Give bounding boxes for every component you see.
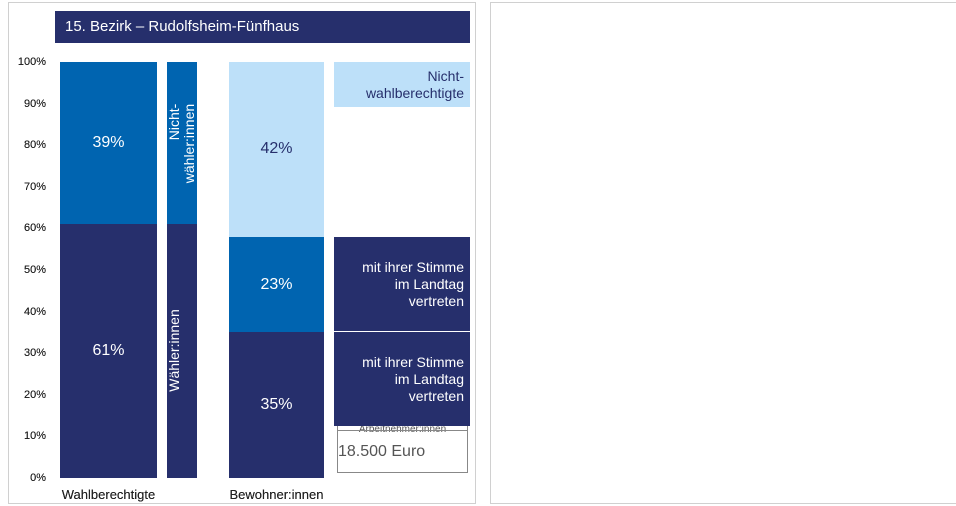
- bar-segment: 61%: [60, 224, 157, 478]
- y-tick-label: 100%: [17, 56, 46, 68]
- y-tick-label: 80%: [23, 139, 46, 152]
- y-tick-label: 0%: [30, 472, 46, 484]
- panel: 15. Bezirk – Rudolfsheim-Fünfhaus 0% 10% 20…: [18, 2, 956, 504]
- voter-segment: Wähler:innen: [166, 224, 197, 478]
- value-label: 42%: [260, 140, 293, 158]
- value-label: 23%: [260, 275, 293, 293]
- y-tick-label: 80%: [23, 139, 46, 152]
- voter-segment: Nicht- wähler:innen: [166, 62, 197, 225]
- legend-non-eligible: Nicht- wahlberechtigte: [334, 62, 470, 107]
- y-tick-label: 0%: [30, 472, 46, 484]
- y-tick-label: 30%: [23, 347, 46, 360]
- y-tick-label: 60%: [23, 222, 46, 235]
- y-tick-label: 70%: [23, 180, 46, 193]
- income-value: 18.500 Euro: [338, 442, 426, 460]
- x-tick-label: Wahlberechtigte: [61, 487, 156, 502]
- y-tick-label: 90%: [23, 97, 46, 110]
- x-tick-label: Bewohner:innen: [229, 487, 324, 502]
- y-tick-label: 90%: [23, 97, 46, 110]
- y-tick-label: 50%: [23, 264, 46, 276]
- value-label: 61%: [92, 342, 125, 360]
- bar-segment: 39%: [60, 62, 157, 225]
- legend-represented: mit ihrer Stimme im Landtag vertreten: [334, 236, 470, 331]
- y-tick-label: 20%: [23, 388, 46, 401]
- y-tick-label: 40%: [23, 305, 46, 318]
- value-label: 35%: [260, 396, 293, 414]
- legend-represented: mit ihrer Stimme im Landtag vertreten: [334, 332, 470, 427]
- y-tick-label: 60%: [23, 222, 46, 235]
- value-label: 39%: [92, 134, 125, 152]
- bar-segment: 35%: [229, 332, 324, 478]
- bar-segment: 23%: [229, 236, 324, 333]
- income-box: 18.500 Euro: [337, 430, 468, 473]
- y-tick-label: 50%: [23, 264, 46, 276]
- bar-segment: 42%: [229, 62, 324, 237]
- x-tick-label: Bewohner:innen: [229, 487, 324, 502]
- y-tick-label: 10%: [23, 430, 46, 443]
- y-tick-label: 20%: [23, 388, 46, 401]
- y-tick-label: 30%: [23, 347, 46, 360]
- y-tick-label: 70%: [23, 180, 46, 193]
- y-tick-label: 100%: [17, 56, 46, 68]
- y-tick-label: 10%: [23, 430, 46, 443]
- title-bar: 15. Bezirk – Rudolfsheim-Fünfhaus: [55, 11, 470, 43]
- x-tick-label: Wahlberechtigte: [61, 487, 156, 502]
- voter-label: Wähler:innen: [166, 309, 182, 393]
- voter-label: Nicht- wähler:innen: [166, 103, 197, 183]
- y-tick-label: 40%: [23, 305, 46, 318]
